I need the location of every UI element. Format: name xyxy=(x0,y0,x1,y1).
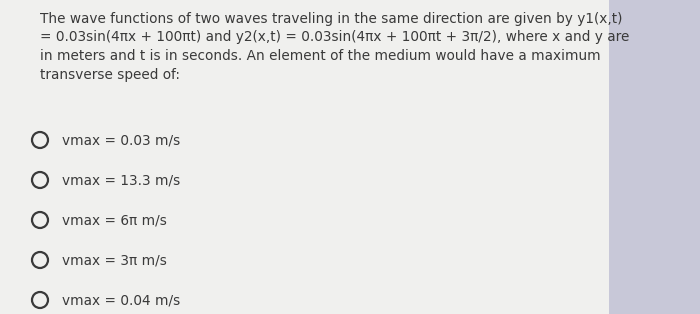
FancyBboxPatch shape xyxy=(0,0,609,314)
Text: vmax = 13.3 m/s: vmax = 13.3 m/s xyxy=(62,173,181,187)
Text: vmax = 3π m/s: vmax = 3π m/s xyxy=(62,253,167,267)
Text: in meters and t is in seconds. An element of the medium would have a maximum: in meters and t is in seconds. An elemen… xyxy=(40,49,601,63)
Text: = 0.03sin(4πx + 100πt) and y2(x,t) = 0.03sin(4πx + 100πt + 3π/2), where x and y : = 0.03sin(4πx + 100πt) and y2(x,t) = 0.0… xyxy=(40,30,629,45)
Text: The wave functions of two waves traveling in the same direction are given by y1(: The wave functions of two waves travelin… xyxy=(40,12,622,26)
Text: transverse speed of:: transverse speed of: xyxy=(40,68,180,82)
Text: vmax = 0.03 m/s: vmax = 0.03 m/s xyxy=(62,133,181,147)
Text: vmax = 0.04 m/s: vmax = 0.04 m/s xyxy=(62,293,181,307)
Text: vmax = 6π m/s: vmax = 6π m/s xyxy=(62,213,167,227)
